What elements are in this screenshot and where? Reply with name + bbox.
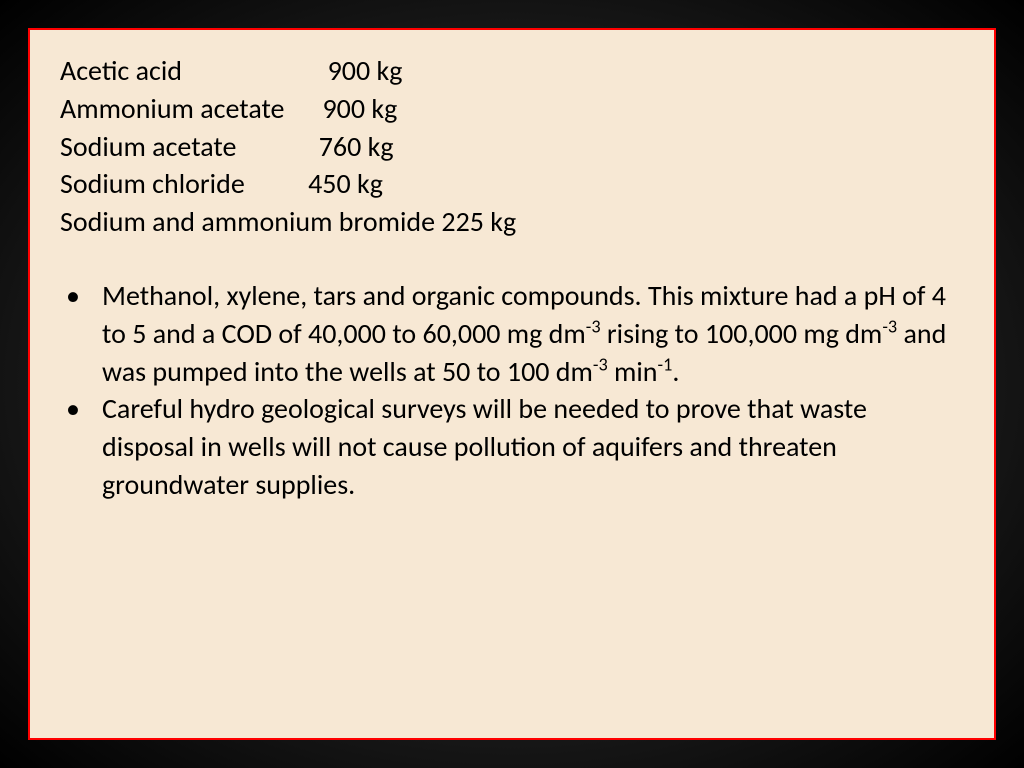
chem-amount: 450 kg — [308, 166, 383, 201]
chemical-row: Sodium chloride 450 kg — [60, 165, 964, 203]
chem-amount: 900 kg — [322, 91, 397, 126]
chemical-row: Ammonium acetate 900 kg — [60, 90, 964, 128]
chem-name: Ammonium acetate — [60, 91, 284, 126]
chem-spacing — [182, 53, 328, 88]
chem-spacing — [236, 129, 318, 164]
bullet-text: Methanol, xylene, tars and organic compo… — [96, 277, 964, 390]
chem-spacing — [284, 91, 322, 126]
bullet-item: Careful hydro geological surveys will be… — [60, 390, 964, 503]
chemical-list: Acetic acid 900 kg Ammonium acetate 900 … — [60, 52, 964, 241]
chemical-row: Sodium and ammonium bromide 225 kg — [60, 203, 964, 241]
chemical-row: Sodium acetate 760 kg — [60, 128, 964, 166]
chem-spacing — [245, 166, 308, 201]
bullet-list: Methanol, xylene, tars and organic compo… — [60, 277, 964, 504]
chem-name: Sodium acetate — [60, 129, 236, 164]
chem-amount: 225 kg — [441, 204, 516, 239]
bullet-text: Careful hydro geological surveys will be… — [96, 390, 964, 503]
chem-amount: 760 kg — [319, 129, 394, 164]
chemical-row: Acetic acid 900 kg — [60, 52, 964, 90]
chem-name: Acetic acid — [60, 53, 182, 88]
chem-name: Sodium and ammonium bromide — [60, 204, 435, 239]
chem-name: Sodium chloride — [60, 166, 245, 201]
slide-content-panel: Acetic acid 900 kg Ammonium acetate 900 … — [28, 28, 996, 740]
chem-amount: 900 kg — [328, 53, 403, 88]
bullet-item: Methanol, xylene, tars and organic compo… — [60, 277, 964, 390]
